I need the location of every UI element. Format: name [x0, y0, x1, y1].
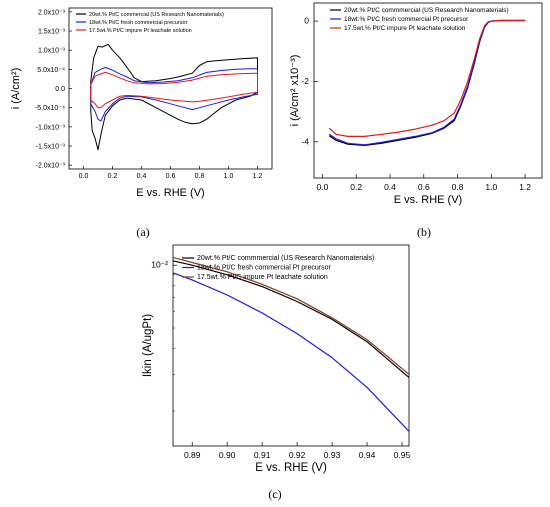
panel-c-series-1-line	[172, 260, 410, 378]
panel-b-xtick-label: 1.2	[519, 182, 531, 192]
panel-c-xtick-label: 0.94	[359, 450, 376, 460]
panel-b-xtick-label: 0.0	[317, 182, 329, 192]
panel-c-series-3-line	[172, 256, 410, 375]
panel-c-xtick-label: 0.93	[324, 450, 341, 460]
panel-c-xtick-label: 0.95	[394, 450, 411, 460]
panel-a-legend-label: 18wt.% Pt/C fresh commercial precursor	[89, 20, 188, 26]
panel-c-ytick-label: 10⁻²	[151, 260, 168, 270]
panel-a-ytick-label: -1.0x10⁻³	[36, 124, 66, 131]
panel-a-legend-label: 20wt.% Pt/C commercial (US Research Nano…	[89, 12, 224, 18]
panel-c-xtick-label: 0.89	[184, 450, 201, 460]
panel-b-xtick-label: 0.2	[350, 182, 362, 192]
panel-b-ylabel: i (A/cm² x10⁻³)	[289, 55, 301, 127]
panel-c-legend-label: 17.5wt.% Pt/C impure Pt leachate solutio…	[197, 274, 328, 281]
panel-b-caption: (b)	[417, 225, 431, 239]
panel-b-xtick-label: 0.4	[384, 182, 396, 192]
panel-a-ytick-label: -5.0x10⁻⁴	[35, 105, 65, 112]
panel-a-xtick-label: 1.2	[253, 173, 263, 180]
panel-b-legend: 20wt.% Pt/C commmercial (US Research Nan…	[330, 7, 509, 32]
panel-a-series-2-line	[90, 66, 258, 122]
panel-c-xtick-label: 0.90	[219, 450, 236, 460]
panel-a-series-3-line	[90, 71, 258, 109]
panel-b-ytick-label: -2	[301, 76, 309, 86]
panel-a-ytick-label: 1.0x10⁻³	[38, 48, 66, 55]
panel-c-xtick-label: 0.91	[254, 450, 271, 460]
panel-a-xtick-label: 0.0	[79, 173, 89, 180]
panel-b: 0.0 0.2 0.4 0.6 0.8 1.0 1.2 0 -2 -4 20wt.% Pt/C …	[289, 2, 543, 206]
panel-a-caption: (a)	[136, 225, 149, 239]
panel-c-frame	[172, 244, 410, 447]
panel-a: 0.0 0.2 0.4 0.6 0.8 1.0 1.2 2.0x10⁻³ 1.5x10⁻³ 1.…	[10, 7, 273, 199]
panel-b-xtick-label: 1.0	[485, 182, 497, 192]
panel-a-xtick-label: 0.8	[195, 173, 205, 180]
panel-b-legend-label: 18wt.% Pt/C fresh commercial Pt precurso…	[344, 16, 469, 23]
panel-b-ytick-label: -4	[301, 136, 309, 146]
panel-a-series-1-line	[90, 43, 258, 151]
panel-a-legend-label: 17.5wt.% Pt/C impure Pt leachate solutio…	[89, 28, 192, 34]
panel-a-xtick-label: 0.4	[137, 173, 147, 180]
panel-b-legend-label: 20wt.% Pt/C commmercial (US Research Nan…	[344, 7, 509, 14]
panel-c: 0.89 0.90 0.91 0.92 0.93 0.94 0.95 10⁻² 20wt.%…	[142, 244, 411, 474]
panel-a-ytick-label: -1.5x10⁻³	[36, 144, 66, 151]
panel-c-series-2-line	[172, 272, 410, 432]
panel-c-ylabel: Ikin (A/ugPt)	[142, 314, 154, 377]
panel-c-legend: 20wt.% Pt/C commmercial (US Research Nan…	[182, 255, 374, 281]
panel-c-legend-label: 20wt.% Pt/C commmercial (US Research Nan…	[197, 255, 374, 262]
panel-b-xtick-label: 0.6	[418, 182, 430, 192]
panel-c-legend-label: 18wt.% Pt/C fresh commercial Pt precurso…	[197, 265, 331, 272]
panel-a-xtick-label: 0.6	[166, 173, 176, 180]
panel-b-legend-label: 17.5wt.% Pt/C impure Pt leachate solutio…	[344, 25, 466, 32]
panel-c-xlabel: E vs. RHE (V)	[255, 462, 327, 474]
panel-a-ytick-label: 1.5x10⁻³	[38, 29, 66, 36]
panel-a-ytick-label: -2.0x10⁻³	[36, 163, 66, 170]
panel-a-ytick-label: 2.0x10⁻³	[38, 9, 66, 16]
panel-a-xlabel: E vs. RHE (V)	[136, 187, 204, 199]
panel-b-series-3-line	[328, 19, 526, 137]
panel-a-xtick-label: 0.2	[108, 173, 118, 180]
panel-b-xlabel: E vs. RHE (V)	[394, 194, 462, 206]
panel-a-ytick-label: 0.0	[55, 86, 65, 93]
panel-c-xtick-label: 0.92	[289, 450, 306, 460]
panel-a-legend: 20wt.% Pt/C commercial (US Research Nano…	[76, 12, 224, 34]
panel-b-ytick-label: 0	[304, 16, 309, 26]
panel-a-ytick-label: 5.0x10⁻⁴	[37, 67, 65, 74]
panel-c-caption: (c)	[268, 487, 281, 501]
panel-b-xtick-label: 0.8	[452, 182, 464, 192]
panel-a-xtick-label: 1.0	[224, 173, 234, 180]
panel-b-frame	[313, 2, 543, 179]
panel-a-ylabel: i (A/cm²)	[10, 68, 22, 110]
